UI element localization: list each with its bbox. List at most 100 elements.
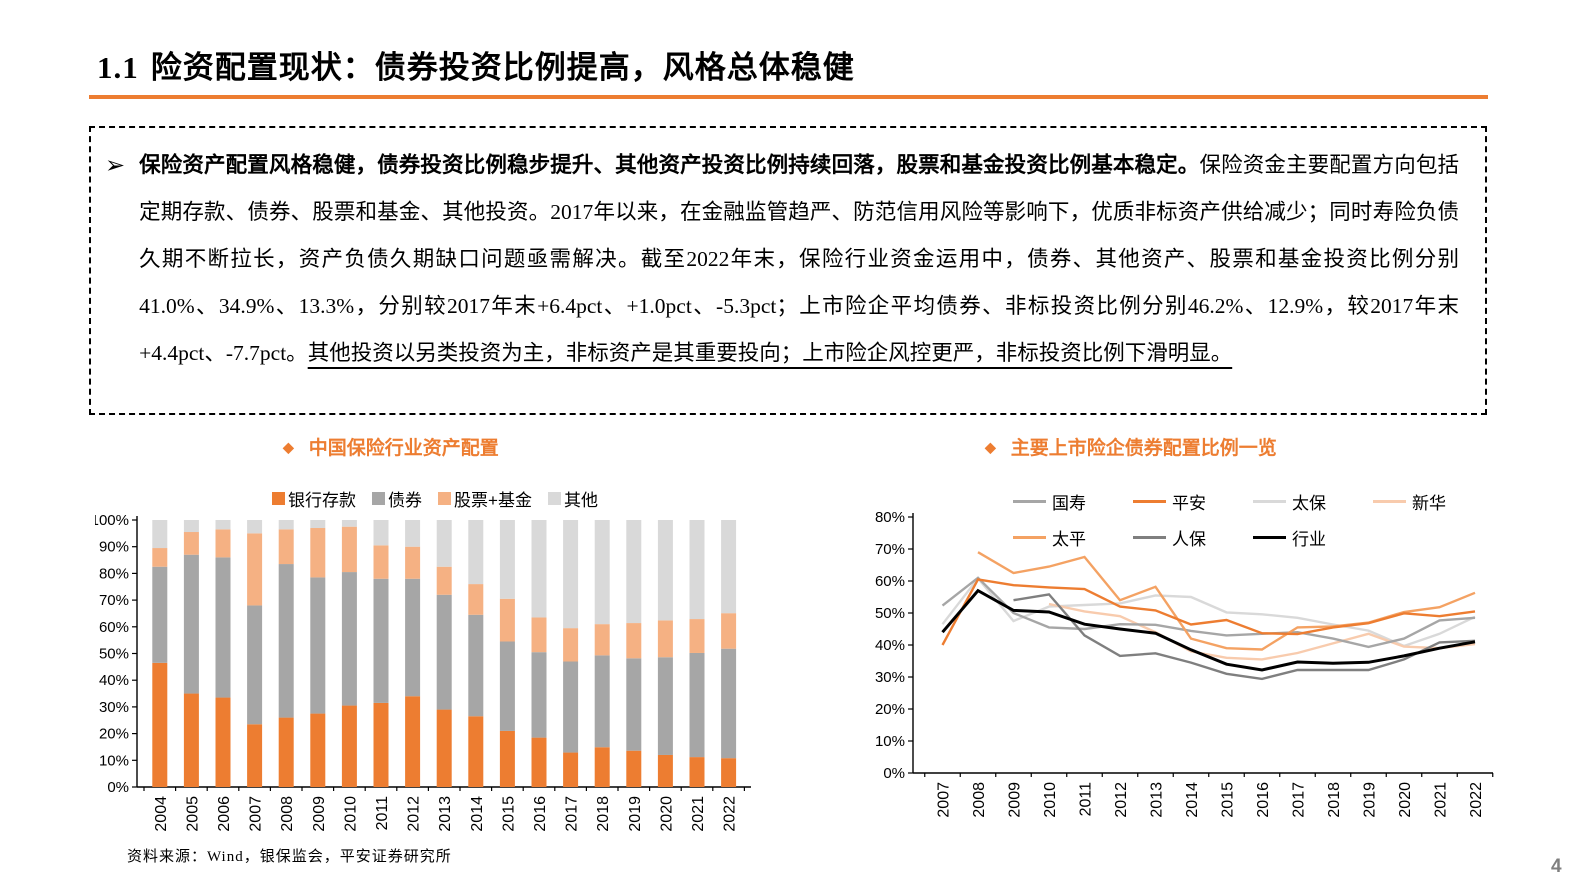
bar-chart-legend: 银行存款 债券 股票+基金 其他 [95,486,775,511]
axis-label: 2018 [595,796,612,832]
bar-segment [721,613,737,649]
bar-segment [626,623,642,659]
bar-segment [594,655,610,748]
legend-item: 债券 [372,486,422,511]
bar-segment [247,533,263,606]
legend-swatch-icon [372,492,386,505]
axis-label: 2010 [342,796,359,832]
axis-label: 2015 [1220,782,1237,818]
bar-segment [278,520,294,530]
legend-swatch-icon [272,492,286,505]
legend-label: 债券 [388,491,423,510]
legend-line-icon [1013,500,1046,503]
axis-label: 70% [875,541,905,558]
bar-segment [499,598,515,642]
axis-label: 40% [99,672,129,689]
axis-label: 2012 [1113,782,1130,818]
axis-label: 2014 [469,796,486,832]
axis-label: 50% [875,605,905,622]
bar-segment [341,520,357,527]
axis-label: 2020 [658,796,675,832]
right-chart-title-text: 主要上市险企债券配置比例一览 [1010,438,1277,459]
legend-item: 银行存款 [272,486,356,511]
legend-label: 股票+基金 [454,491,532,510]
axis-label: 2021 [1433,782,1450,818]
legend-item: 国寿 [1013,489,1133,514]
axis-label: 50% [99,646,129,663]
bar-segment [721,648,737,759]
line-chart-legend: 国寿 平安 太保 新华 太平 人保 行业 [1013,489,1493,550]
axis-label: 2006 [216,796,233,832]
legend-label: 人保 [1172,530,1206,549]
axis-label: 100% [95,512,129,529]
axis-label: 2014 [1184,782,1201,818]
bar-segment [563,752,579,787]
bar-segment [563,661,579,753]
legend-item: 其他 [547,486,598,511]
axis-label: 2022 [722,796,739,832]
bar-segment [373,702,389,787]
axis-label: 2007 [936,782,953,818]
summary-paragraph: 保险资产配置风格稳健，债券投资比例稳步提升、其他资产投资比例持续回落，股票和基金… [139,142,1459,377]
legend-line-icon [1133,536,1166,539]
bar-segment [183,554,199,694]
axis-label: 2020 [1397,782,1414,818]
axis-label: 2004 [153,796,170,832]
axis-label: 40% [875,637,905,654]
bar-segment [152,548,168,567]
legend-label: 行业 [1292,530,1326,549]
axis-label: 2012 [406,796,423,832]
axis-label: 2008 [279,796,296,832]
axis-label: 2010 [1042,782,1059,818]
legend-swatch-icon [438,492,452,505]
bar-segment [499,730,515,787]
bar-segment [689,757,705,787]
legend-label: 新华 [1412,494,1446,513]
axis-label: 30% [99,699,129,716]
legend-item: 太保 [1253,489,1373,514]
left-chart-title-text: 中国保险行业资产配置 [308,438,499,459]
bar-segment [215,529,231,558]
summary-lead: 保险资产配置风格稳健，债券投资比例稳步提升、其他资产投资比例持续回落，股票和基金… [139,153,1200,177]
axis-label: 2013 [1149,782,1166,818]
axis-label: 2008 [971,782,988,818]
legend-line-icon [1373,500,1406,503]
summary-body: 保险资金主要配置方向包括定期存款、债券、股票和基金、其他投资。2017年以来，在… [139,153,1459,365]
axis-label: 2011 [1078,782,1095,817]
bar-segment [278,717,294,787]
line-series-1 [941,578,1476,646]
section-header: 1.1 险资配置现状：债券投资比例提高，风格总体稳健 [97,42,855,87]
legend-item: 人保 [1133,525,1253,550]
bar-segment [310,713,326,787]
right-chart-title: ◆ 主要上市险企债券配置比例一览 [985,433,1277,460]
bar-segment [278,529,294,565]
bar-segment [436,566,452,595]
bar-segment [721,758,737,787]
diamond-icon: ◆ [283,438,294,455]
bar-segment [499,520,515,599]
axis-label: 2009 [311,796,328,832]
section-title: 险资配置现状：债券投资比例提高，风格总体稳健 [150,50,855,85]
axis-label: 80% [99,565,129,582]
legend-label: 其他 [563,491,598,510]
bar-segment [531,617,547,653]
bar-segment [594,747,610,787]
axis-label: 80% [875,509,905,526]
bar-segment [468,520,484,585]
bar-segment [405,578,421,697]
left-chart-title: ◆ 中国保险行业资产配置 [283,433,499,460]
legend-line-icon [1013,536,1046,539]
bar-segment [531,737,547,787]
bar-segment [310,577,326,714]
line-series-3 [1048,602,1476,661]
legend-item: 新华 [1373,489,1493,514]
summary-box: ➢ 保险资产配置风格稳健，债券投资比例稳步提升、其他资产投资比例持续回落，股票和… [89,126,1487,415]
bar-segment [373,578,389,703]
bar-segment [405,546,421,579]
bar-segment [626,750,642,787]
bar-segment [657,620,673,658]
legend-line-icon [1253,536,1286,539]
bar-segment [468,584,484,615]
bar-segment [310,520,326,529]
axis-label: 2022 [1468,782,1485,818]
